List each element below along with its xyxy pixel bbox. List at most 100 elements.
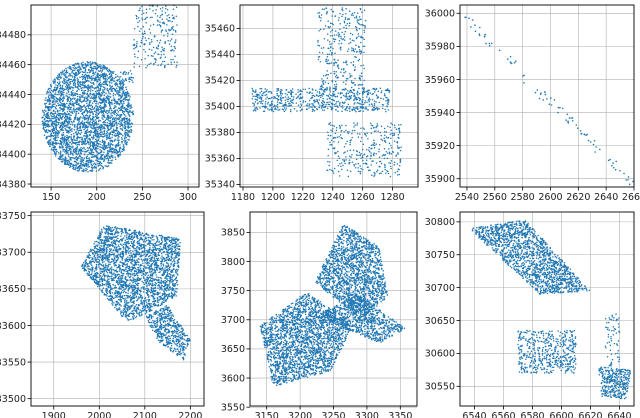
scatter-point	[398, 173, 401, 176]
scatter-point	[83, 123, 85, 125]
scatter-point	[334, 152, 337, 155]
scatter-point	[258, 100, 261, 103]
scatter-point	[116, 75, 119, 77]
scatter-point	[44, 124, 47, 127]
scatter-point	[57, 102, 59, 104]
scatter-point	[94, 162, 96, 165]
scatter-point	[81, 96, 83, 98]
scatter-point	[331, 98, 333, 101]
scatter-point	[362, 159, 364, 162]
scatter-point	[66, 159, 68, 161]
scatter-point	[125, 78, 127, 80]
scatter-point	[157, 47, 159, 50]
scatter-point	[341, 168, 343, 171]
scatter-point	[61, 70, 64, 72]
scatter-point	[300, 104, 303, 106]
scatter-point	[61, 158, 63, 161]
scatter-point	[132, 112, 134, 115]
scatter-point	[67, 153, 70, 156]
scatter-point	[161, 14, 163, 16]
y-tick-label: 35440	[205, 50, 235, 61]
scatter-point	[97, 75, 99, 78]
scatter-point	[319, 88, 321, 90]
scatter-point	[119, 83, 121, 86]
scatter-point	[75, 86, 78, 88]
scatter-point	[129, 119, 131, 121]
y-tick-label: 35380	[205, 128, 235, 139]
scatter-point	[327, 103, 330, 106]
scatter-point	[353, 165, 356, 167]
scatter-point	[368, 150, 371, 153]
scatter-point	[81, 86, 84, 89]
scatter-point	[97, 73, 99, 75]
scatter-point	[367, 138, 369, 140]
scatter-point	[131, 79, 133, 81]
scatter-point	[73, 148, 75, 151]
scatter-point	[359, 79, 362, 81]
scatter-point	[84, 73, 87, 76]
scatter-point	[358, 48, 361, 51]
scatter-point	[171, 20, 173, 23]
scatter-point	[107, 118, 109, 121]
scatter-point	[326, 77, 329, 79]
scatter-point	[59, 90, 61, 93]
scatter-point	[139, 45, 142, 47]
scatter-point	[338, 16, 340, 19]
scatter-point	[327, 94, 329, 97]
scatter-point	[48, 94, 50, 96]
scatter-point	[329, 88, 331, 90]
scatter-point	[355, 44, 357, 46]
scatter-point	[107, 225, 109, 227]
scatter-point	[373, 142, 375, 144]
scatter-point	[58, 99, 61, 102]
y-tick-label: 34400	[0, 149, 26, 160]
scatter-point	[99, 140, 101, 143]
scatter-point	[341, 110, 343, 113]
scatter-point	[326, 101, 328, 104]
scatter-point	[488, 42, 491, 45]
x-tick-label: 2560	[483, 192, 507, 203]
scatter-point	[384, 141, 387, 143]
scatter-point	[365, 106, 367, 109]
scatter-point	[89, 138, 91, 140]
scatter-point	[474, 24, 476, 27]
scatter-point	[78, 72, 81, 74]
scatter-point	[59, 84, 61, 87]
scatter-point	[71, 80, 74, 83]
scatter-point	[78, 88, 80, 91]
scatter-point	[163, 47, 166, 50]
scatter-point	[341, 92, 343, 94]
scatter-point	[117, 141, 120, 143]
scatter-point	[384, 95, 386, 97]
scatter-point	[260, 102, 262, 104]
scatter-point	[337, 155, 340, 158]
scatter-point	[85, 100, 87, 102]
scatter-point	[362, 103, 365, 106]
scatter-point	[337, 76, 339, 78]
scatter-point	[285, 107, 288, 109]
scatter-point	[133, 28, 136, 30]
scatter-point	[76, 167, 79, 169]
scatter-point	[254, 95, 256, 98]
scatter-point	[106, 95, 109, 97]
scatter-point	[264, 94, 266, 96]
scatter-point	[100, 84, 102, 86]
scatter-point	[116, 124, 118, 127]
scatter-point	[148, 48, 151, 51]
scatter-point	[106, 75, 109, 77]
scatter-point	[89, 153, 91, 155]
scatter-point	[398, 124, 400, 126]
scatter-point	[61, 154, 64, 156]
scatter-point	[346, 63, 348, 66]
scatter-point	[172, 25, 174, 28]
scatter-point	[330, 72, 332, 74]
scatter-point	[265, 93, 268, 96]
scatter-point	[46, 131, 49, 134]
scatter-point	[138, 30, 141, 32]
scatter-point	[66, 160, 68, 163]
scatter-point	[76, 128, 78, 131]
scatter-point	[64, 79, 66, 81]
scatter-point	[288, 91, 291, 93]
scatter-point	[277, 98, 280, 101]
scatter-point	[93, 79, 96, 81]
